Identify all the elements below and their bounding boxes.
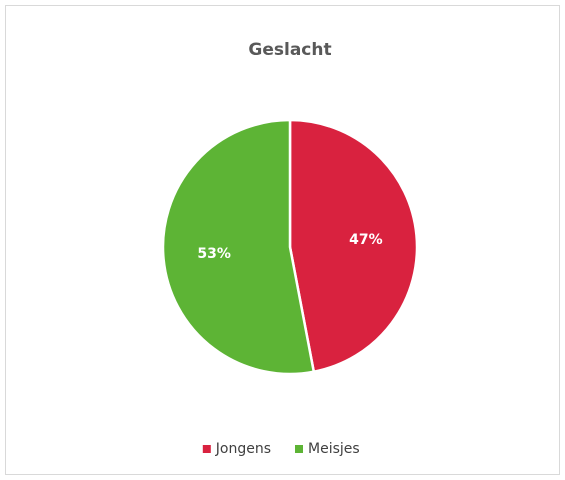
legend-label: Jongens — [215, 441, 271, 457]
legend-swatch — [295, 445, 303, 453]
pie-slice — [288, 118, 419, 374]
data-label: 47% — [349, 232, 383, 248]
pie-slice — [161, 118, 316, 376]
data-label: 53% — [197, 246, 231, 262]
chart-title: Geslacht — [248, 40, 331, 60]
legend-label: Meisjes — [308, 441, 360, 457]
legend-swatch — [202, 445, 211, 453]
